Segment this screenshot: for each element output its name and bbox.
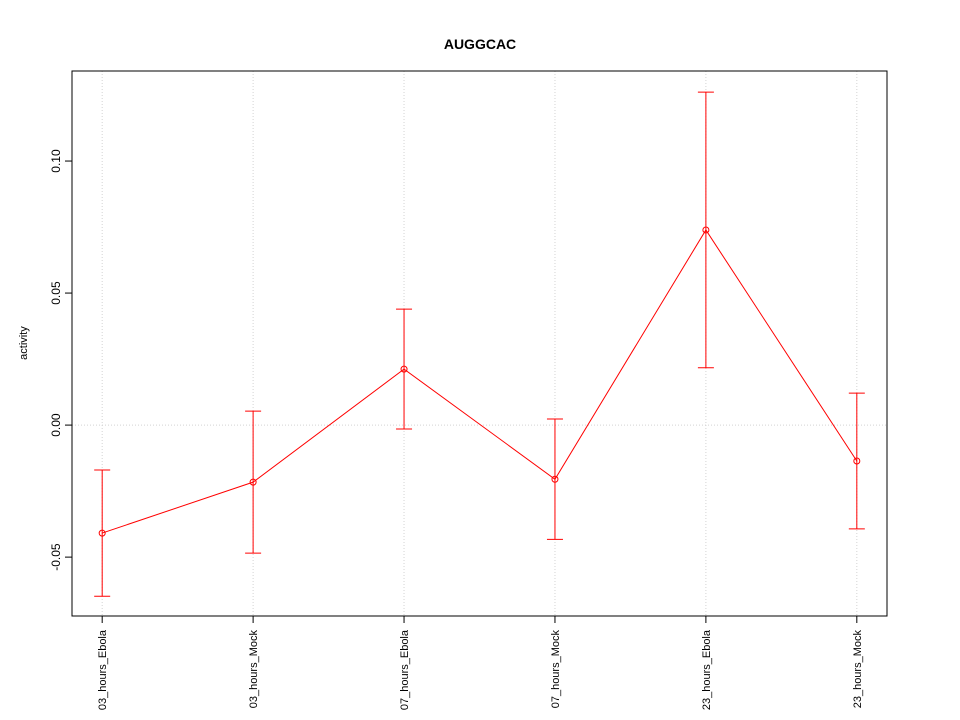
point: [249, 478, 257, 486]
error-bar: [94, 469, 111, 597]
y-tick-label: 0.00: [49, 413, 63, 437]
x-tick-label: 23_hours_Ebola: [701, 629, 713, 710]
line: [102, 229, 858, 534]
y-axis-label: activity: [18, 326, 30, 360]
error-bar: [848, 392, 865, 530]
x-tick-label: 23_hours_Mock: [852, 630, 864, 709]
x-tick-label: 03_hours_Mock: [248, 630, 260, 709]
chart-title: AUGGCAC: [444, 36, 516, 52]
y-tick-label: 0.10: [49, 149, 63, 173]
point: [400, 365, 408, 373]
point: [702, 226, 710, 234]
y-tick-label: -0.05: [49, 543, 63, 571]
error-bar: [396, 308, 413, 430]
point: [98, 529, 106, 537]
x-tick-label: 07_hours_Ebola: [399, 629, 411, 710]
plot-frame: [71, 70, 888, 617]
error-bar: [245, 410, 262, 554]
error-bar: [697, 91, 714, 369]
point: [551, 475, 559, 483]
x-tick-label: 03_hours_Ebola: [97, 629, 109, 710]
x-tick-label: 07_hours_Mock: [550, 630, 562, 709]
y-tick-label: 0.05: [49, 281, 63, 305]
error-bar: [546, 418, 563, 540]
point: [853, 457, 861, 465]
